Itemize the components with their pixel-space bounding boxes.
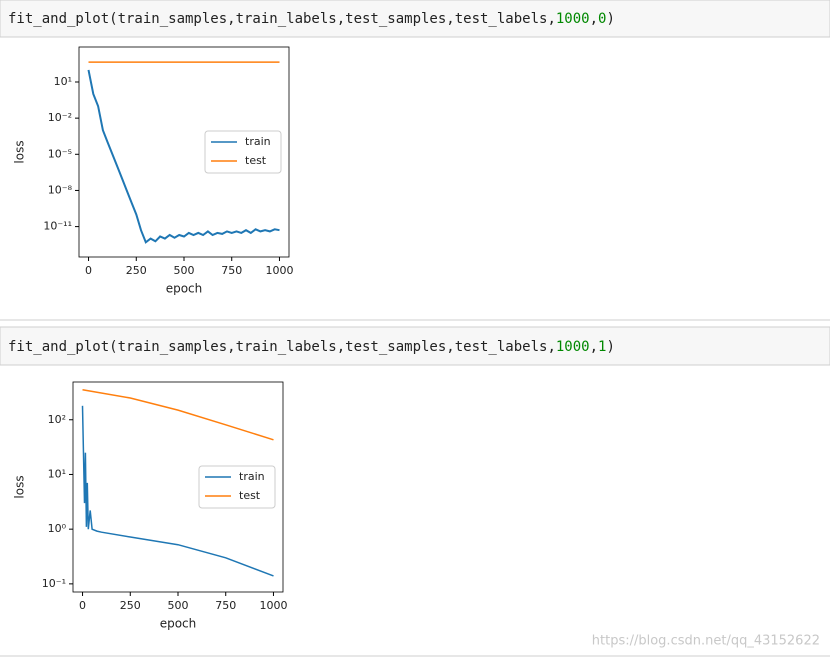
legend-label: train	[239, 470, 265, 483]
code-line: fit_and_plot(train_samples,train_labels,…	[8, 11, 615, 27]
x-tick-label: 750	[221, 264, 242, 277]
code-token: ,	[590, 339, 598, 355]
y-tick-label: 10⁻⁵	[48, 147, 72, 160]
y-tick-label: 10²	[48, 413, 66, 426]
x-tick-label: 1000	[265, 264, 293, 277]
y-axis-label: loss	[13, 140, 27, 163]
x-tick-label: 750	[215, 599, 236, 612]
y-tick-label: 10⁻¹¹	[43, 220, 72, 233]
input-cell[interactable]	[0, 0, 830, 38]
series-line	[82, 388, 274, 441]
code-token: 1000	[556, 339, 590, 355]
y-tick-label: 10⁻¹	[42, 577, 66, 590]
series-line	[81, 405, 274, 577]
series-line	[87, 69, 280, 244]
code-token: ,	[590, 11, 598, 27]
y-tick-label: 10¹	[48, 467, 66, 480]
y-tick-label: 10⁰	[48, 522, 67, 535]
y-tick-label: 10¹	[54, 75, 72, 88]
x-axis-label: epoch	[160, 617, 197, 631]
legend-label: train	[245, 135, 271, 148]
y-axis-label: loss	[13, 475, 27, 498]
x-tick-label: 0	[85, 264, 92, 277]
x-axis-label: epoch	[166, 282, 203, 296]
y-tick-label: 10⁻⁸	[48, 183, 73, 196]
legend-label: test	[239, 489, 261, 502]
x-tick-label: 0	[79, 599, 86, 612]
code-token: 0	[598, 11, 606, 27]
x-tick-label: 500	[174, 264, 195, 277]
code-line: fit_and_plot(train_samples,train_labels,…	[8, 339, 615, 355]
x-tick-label: 500	[168, 599, 189, 612]
code-token: )	[606, 11, 614, 27]
x-tick-label: 1000	[259, 599, 287, 612]
code-token: 1	[598, 339, 606, 355]
code-token: fit_and_plot(train_samples,train_labels,…	[8, 11, 556, 27]
code-token: )	[606, 339, 614, 355]
x-tick-label: 250	[120, 599, 141, 612]
watermark: https://blog.csdn.net/qq_43152622	[592, 634, 820, 649]
code-token: fit_and_plot(train_samples,train_labels,…	[8, 339, 556, 355]
y-tick-label: 10⁻²	[48, 111, 72, 124]
input-cell[interactable]	[0, 326, 830, 366]
legend-label: test	[245, 154, 267, 167]
code-token: 1000	[556, 11, 590, 27]
x-tick-label: 250	[126, 264, 147, 277]
